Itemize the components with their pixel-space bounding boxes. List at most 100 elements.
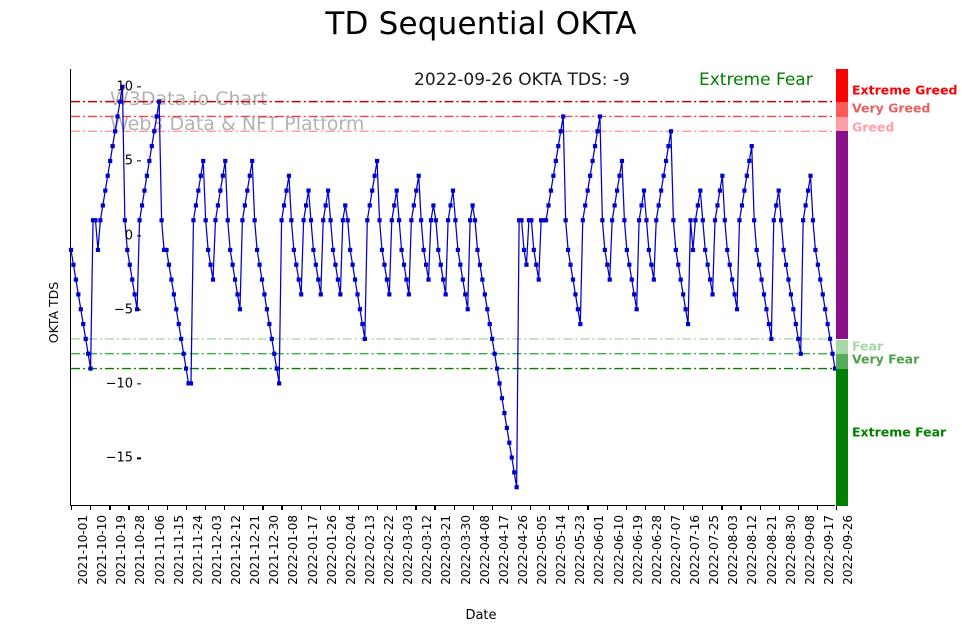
data-point-marker — [818, 277, 823, 282]
x-tick-label: 2021-12-30 — [267, 515, 282, 585]
data-point-marker — [673, 247, 678, 253]
data-point-marker — [262, 292, 267, 297]
x-tick-mark — [396, 506, 398, 510]
data-point-marker — [215, 203, 221, 208]
data-point-marker — [446, 218, 451, 223]
data-point-marker — [810, 218, 816, 223]
x-tick-mark — [510, 506, 513, 510]
data-point-marker — [303, 203, 309, 208]
data-point-marker — [159, 218, 164, 223]
data-point-marker — [355, 292, 360, 297]
data-point-marker — [649, 262, 654, 267]
data-point-marker — [712, 218, 718, 223]
x-tick-mark — [625, 506, 627, 510]
data-point-marker — [832, 366, 838, 371]
x-tick-mark — [740, 506, 742, 510]
x-tick-label: 2022-07-07 — [668, 515, 683, 585]
x-tick-label: 2022-04-08 — [477, 515, 492, 585]
data-point-marker — [284, 188, 289, 193]
data-point-marker — [318, 292, 323, 297]
data-point-marker — [257, 262, 262, 267]
x-tick-label: 2022-02-04 — [343, 515, 358, 585]
data-point-marker — [700, 218, 705, 223]
data-point-marker — [627, 262, 632, 267]
data-point-marker — [504, 425, 509, 430]
data-point-marker — [438, 262, 443, 267]
data-point-marker — [492, 351, 497, 356]
data-point-marker — [443, 292, 448, 297]
data-point-marker — [201, 158, 206, 164]
data-point-marker — [301, 218, 306, 223]
y-tick-label: 10 — [116, 79, 133, 95]
data-point-marker — [120, 84, 125, 89]
data-point-marker — [174, 307, 179, 312]
data-point-marker — [614, 188, 620, 193]
data-point-marker — [401, 262, 407, 267]
data-point-marker — [223, 158, 228, 164]
x-tick-label: 2022-09-08 — [802, 515, 817, 585]
data-point-marker — [499, 396, 505, 401]
data-point-marker — [683, 307, 688, 312]
data-point-marker — [563, 218, 568, 223]
data-point-marker — [685, 321, 691, 327]
data-point-marker — [612, 203, 617, 208]
data-point-marker — [326, 188, 331, 193]
data-point-marker — [272, 351, 277, 356]
data-point-marker — [717, 188, 723, 193]
data-point-marker — [781, 247, 786, 253]
data-point-marker — [766, 321, 771, 327]
x-tick-label: 2022-06-10 — [611, 515, 626, 585]
data-point-marker — [225, 218, 230, 223]
data-point-marker — [455, 247, 460, 253]
data-point-marker — [710, 292, 715, 297]
x-tick-label: 2022-02-22 — [382, 515, 396, 585]
data-point-marker — [232, 277, 238, 282]
data-point-marker — [352, 277, 358, 282]
x-tick-mark — [453, 506, 455, 510]
data-point-marker — [776, 188, 781, 193]
data-point-marker — [805, 188, 811, 193]
y-tick-label: −15 — [105, 450, 133, 466]
colorbar-label-very-fear: Very Fear — [852, 351, 920, 367]
data-point-marker — [142, 188, 147, 193]
data-point-marker — [570, 277, 576, 282]
data-point-marker — [480, 277, 485, 282]
data-point-marker — [641, 188, 647, 193]
x-tick-mark — [702, 506, 704, 510]
data-point-marker — [823, 307, 828, 312]
x-tick-mark — [90, 506, 92, 510]
data-point-marker — [183, 366, 189, 371]
x-tick-label: 2021-10-10 — [95, 515, 110, 585]
data-point-marker — [634, 307, 639, 312]
data-point-marker — [206, 247, 211, 253]
x-tick-mark — [530, 506, 532, 510]
data-point-marker — [237, 307, 243, 312]
data-point-marker — [279, 218, 284, 223]
data-point-marker — [423, 262, 429, 267]
data-point-marker — [585, 188, 590, 193]
colorbar-segment-extreme-greed — [836, 69, 848, 102]
x-tick-mark — [549, 506, 551, 510]
data-point-marker — [507, 440, 512, 445]
data-point-marker — [830, 351, 835, 356]
data-point-marker — [203, 218, 208, 223]
data-point-marker — [759, 277, 764, 282]
colorbar-segment-very-greed — [836, 101, 848, 117]
data-point-marker — [727, 262, 732, 267]
data-point-marker — [164, 247, 169, 253]
data-point-marker — [88, 366, 93, 371]
data-point-marker — [115, 114, 120, 119]
data-point-marker — [392, 203, 397, 208]
data-point-marker — [147, 158, 152, 164]
data-point-marker — [737, 218, 742, 223]
x-tick-label: 2022-06-28 — [649, 515, 664, 585]
x-tick-label: 2021-11-06 — [152, 515, 167, 585]
x-tick-mark — [415, 506, 417, 510]
data-point-marker — [137, 218, 142, 223]
x-tick-mark — [778, 506, 780, 510]
x-tick-mark — [166, 506, 168, 510]
data-point-marker — [739, 203, 745, 208]
data-point-marker — [524, 262, 529, 267]
data-point-marker — [218, 188, 223, 193]
data-point-marker — [127, 262, 132, 267]
